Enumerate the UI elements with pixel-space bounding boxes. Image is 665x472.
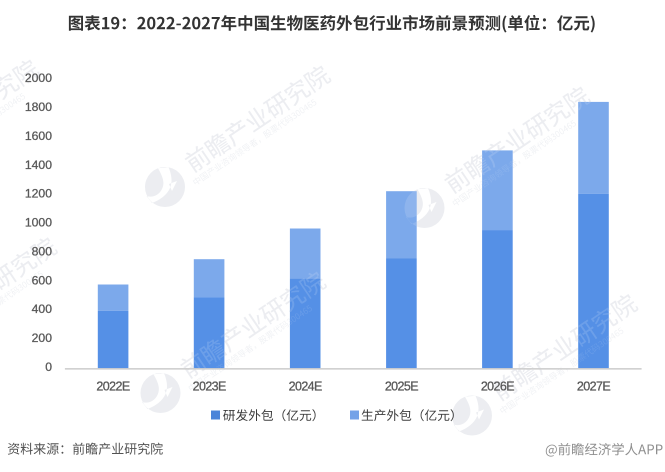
- svg-text:600: 600: [32, 273, 53, 287]
- svg-text:1800: 1800: [25, 100, 52, 114]
- svg-text:400: 400: [32, 302, 53, 316]
- svg-text:1200: 1200: [25, 187, 52, 201]
- svg-text:2026E: 2026E: [481, 379, 514, 393]
- svg-text:2027E: 2027E: [577, 379, 610, 393]
- svg-text:1600: 1600: [25, 129, 52, 143]
- svg-text:800: 800: [32, 244, 53, 258]
- svg-text:1000: 1000: [25, 216, 52, 230]
- svg-text:0: 0: [45, 360, 52, 374]
- svg-text:1400: 1400: [25, 158, 52, 172]
- svg-text:2025E: 2025E: [385, 379, 418, 393]
- svg-text:2000: 2000: [25, 71, 52, 85]
- svg-text:200: 200: [32, 331, 53, 345]
- svg-text:2022E: 2022E: [96, 379, 129, 393]
- svg-text:2024E: 2024E: [289, 379, 322, 393]
- svg-text:2023E: 2023E: [193, 379, 226, 393]
